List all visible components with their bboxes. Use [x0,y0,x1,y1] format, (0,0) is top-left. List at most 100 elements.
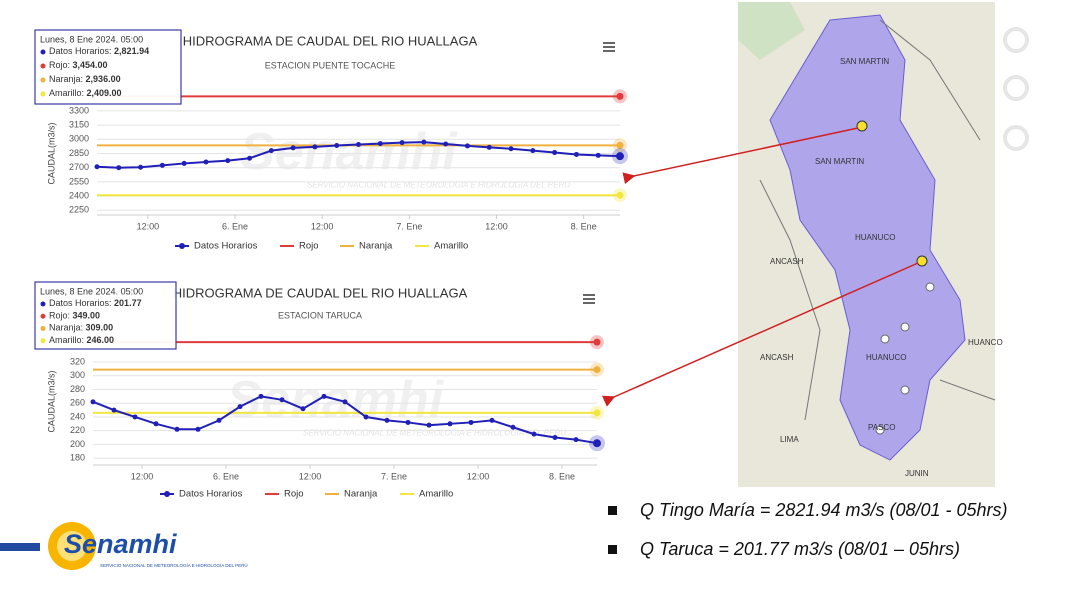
x-tick-label: 6. Ene [213,471,239,481]
point [94,164,100,170]
chart-title: HIDROGRAMA DE CAUDAL DEL RIO HUALLAGA [173,285,468,300]
tooltip-row: Rojo: 349.00 [49,311,100,321]
point [90,399,96,405]
tooltip-row: Naranja: 309.00 [49,323,113,333]
tooltip-marker [40,301,46,307]
point [111,407,117,413]
x-tick-label: 12:00 [311,221,334,231]
point [195,426,201,432]
point [321,393,327,399]
y-tick-label: 2850 [69,148,89,158]
point [531,431,537,437]
menu-icon [603,50,615,52]
tooltip-value: 246.00 [87,335,115,345]
point [116,165,122,171]
y-tick-label: 300 [70,370,85,380]
tooltip-sep: : [82,335,87,345]
watermark: Senamhi [240,123,458,181]
logo-sun-core [57,531,87,561]
point [468,419,474,425]
tooltip-marker [40,77,46,83]
map-label: ANCASH [760,353,794,362]
x-tick-label: 7. Ene [396,221,422,231]
menu-icon [583,302,595,304]
tooltip [34,29,182,105]
basin [769,14,966,461]
arrow [622,127,859,185]
tooltip-name: Naranja [49,74,81,84]
menu-icon [603,42,615,44]
map-label: ANCASH [770,257,804,266]
point [225,158,231,164]
watermark-sub: SERVICIO NACIONAL DE METEOROLOGIA E HIDR… [307,181,570,190]
point [508,146,514,152]
y-tick-label: 220 [70,425,85,435]
x-tick-label: 12:00 [131,471,154,481]
bullet [608,545,617,554]
city [925,282,935,292]
logo-tagline: SERVICIO NACIONAL DE METEOROLOGÍA E HIDR… [100,562,248,568]
x-tick-label: 8. Ene [571,221,597,231]
tooltip-name: Amarillo [49,88,82,98]
y-axis-label: CAUDAL(m3/s) [46,122,56,184]
point [616,152,624,161]
deco-circle [1003,27,1029,53]
menu-icon [583,298,595,300]
point [334,142,340,148]
tooltip-name: Naranja [49,323,81,333]
station [856,120,868,132]
city [875,425,885,435]
threshold-end [616,92,624,100]
x-tick-label: 6. Ene [222,221,248,231]
x-tick-label: 7. Ene [381,471,407,481]
tooltip-row: Amarillo: 2,409.00 [49,88,122,98]
tooltip-marker [40,91,46,97]
point [237,404,243,410]
y-tick-label: 2400 [69,190,89,200]
point [443,141,449,147]
tooltip-value: 2,821.94 [114,46,149,56]
tooltip-name: Rojo [49,311,68,321]
point [573,437,579,443]
menu-icon [583,294,595,296]
watermark-sub: SERVICIO NACIONAL DE METEOROLOGIA E HIDR… [303,429,566,438]
threshold-end [616,191,624,199]
point [593,439,601,448]
tooltip-sep: : [81,323,86,333]
point [447,421,453,427]
bullet [608,506,617,515]
city [880,334,890,344]
legend-label: Rojo [299,241,319,252]
deco-circle [1003,125,1029,151]
point [279,397,285,403]
tooltip-row: Datos Horarios: 2,821.94 [49,46,149,56]
point [356,142,361,148]
tooltip-sep: : [81,74,86,84]
y-tick-label: 3000 [69,134,89,144]
point [342,399,348,405]
tooltip-value: 349.00 [73,311,101,321]
legend-label: Amarillo [419,489,453,500]
point [363,414,369,420]
map-label: SAN MARTIN [815,157,864,166]
chart-subtitle: ESTACION TARUCA [278,310,362,320]
point [510,424,516,430]
tooltip-value: 3,454.00 [73,60,108,70]
logo: Senamhi SERVICIO NACIONAL DE METEOROLOGÍ… [48,522,248,570]
threshold-end [593,409,601,417]
point [181,160,187,166]
tooltip-marker [40,63,46,69]
threshold-end [593,338,601,346]
point [300,406,306,412]
y-tick-label: 2250 [69,205,89,215]
tooltip-marker [40,313,46,319]
tooltip [34,281,177,350]
tooltip-sep: : [109,46,114,56]
tooltip-name: Datos Horarios [49,46,110,56]
tooltip-row: Rojo: 3,454.00 [49,60,108,70]
point [268,148,274,154]
y-tick-label: 180 [70,453,85,463]
map-label: SAN MARTIN [840,57,889,66]
point [595,152,601,158]
